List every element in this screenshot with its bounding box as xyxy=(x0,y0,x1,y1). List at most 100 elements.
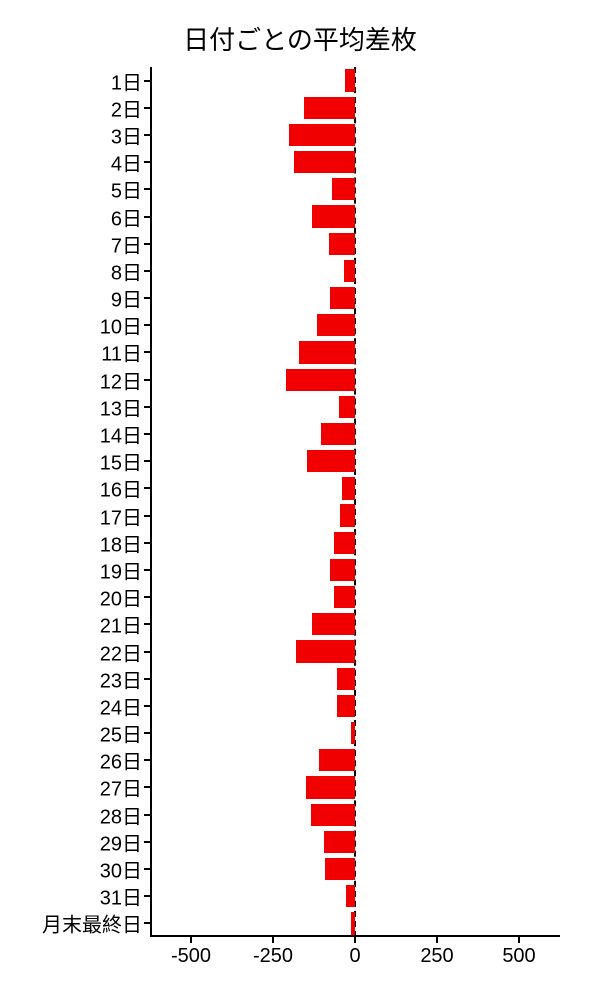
bar xyxy=(312,613,355,635)
x-tick xyxy=(272,937,274,943)
bar xyxy=(307,450,355,472)
bar xyxy=(351,722,355,744)
bar xyxy=(332,178,355,200)
bar xyxy=(334,532,355,554)
chart-title: 日付ごとの平均差枚 xyxy=(0,20,600,57)
bar xyxy=(345,69,355,91)
y-axis xyxy=(150,67,152,937)
y-tick xyxy=(144,786,150,788)
y-label: 23日 xyxy=(100,664,142,693)
bar xyxy=(299,341,355,363)
x-tick xyxy=(518,937,520,943)
y-label: 2日 xyxy=(111,93,142,122)
x-tick xyxy=(190,937,192,943)
y-tick xyxy=(144,243,150,245)
x-label: -250 xyxy=(253,945,293,968)
y-label: 27日 xyxy=(100,773,142,802)
y-label: 31日 xyxy=(100,882,142,911)
y-label: 10日 xyxy=(100,311,142,340)
y-label: 30日 xyxy=(100,855,142,884)
y-tick xyxy=(144,107,150,109)
chart-container: 日付ごとの平均差枚 1日2日3日4日5日6日7日8日9日10日11日12日13日… xyxy=(0,0,600,1000)
y-tick xyxy=(144,297,150,299)
y-tick xyxy=(144,216,150,218)
bar xyxy=(306,776,355,798)
bar xyxy=(334,586,355,608)
y-label: 26日 xyxy=(100,746,142,775)
y-label: 11日 xyxy=(101,338,142,367)
y-label: 9日 xyxy=(111,284,142,313)
plot-area: 1日2日3日4日5日6日7日8日9日10日11日12日13日14日15日16日1… xyxy=(150,67,560,937)
bar xyxy=(337,695,355,717)
y-label: 25日 xyxy=(100,719,142,748)
bar xyxy=(317,314,355,336)
y-tick xyxy=(144,80,150,82)
y-tick xyxy=(144,433,150,435)
y-tick xyxy=(144,596,150,598)
y-tick xyxy=(144,759,150,761)
bar xyxy=(321,423,355,445)
y-label: 16日 xyxy=(100,474,142,503)
y-tick xyxy=(144,188,150,190)
y-tick xyxy=(144,379,150,381)
y-tick xyxy=(144,542,150,544)
y-tick xyxy=(144,732,150,734)
x-label: 0 xyxy=(349,945,360,968)
y-tick xyxy=(144,460,150,462)
y-label: 29日 xyxy=(100,827,142,856)
x-label: 500 xyxy=(502,945,535,968)
y-tick xyxy=(144,515,150,517)
y-label: 22日 xyxy=(100,637,142,666)
bar xyxy=(294,151,355,173)
y-tick xyxy=(144,161,150,163)
y-label: 月末最終日 xyxy=(42,909,142,938)
y-label: 28日 xyxy=(100,800,142,829)
y-tick xyxy=(144,569,150,571)
y-label: 14日 xyxy=(100,420,142,449)
y-label: 1日 xyxy=(111,66,142,95)
y-tick xyxy=(144,814,150,816)
y-label: 15日 xyxy=(100,447,142,476)
y-label: 4日 xyxy=(111,148,142,177)
y-label: 12日 xyxy=(100,365,142,394)
y-label: 7日 xyxy=(111,229,142,258)
y-tick xyxy=(144,895,150,897)
y-tick xyxy=(144,623,150,625)
bar xyxy=(324,831,355,853)
x-tick xyxy=(436,937,438,943)
bar xyxy=(346,885,355,907)
y-tick xyxy=(144,134,150,136)
y-label: 13日 xyxy=(100,392,142,421)
y-label: 19日 xyxy=(100,555,142,584)
bar xyxy=(329,233,355,255)
y-label: 24日 xyxy=(100,691,142,720)
y-tick xyxy=(144,487,150,489)
y-label: 8日 xyxy=(111,256,142,285)
y-label: 18日 xyxy=(100,528,142,557)
bar xyxy=(289,124,355,146)
bar xyxy=(304,97,355,119)
x-tick xyxy=(354,937,356,943)
y-tick xyxy=(144,406,150,408)
bar xyxy=(312,205,355,227)
bar xyxy=(319,749,355,771)
bar xyxy=(330,287,355,309)
y-tick xyxy=(144,868,150,870)
bar xyxy=(340,504,355,526)
y-tick xyxy=(144,705,150,707)
bar xyxy=(342,477,355,499)
x-label: -500 xyxy=(171,945,211,968)
bar xyxy=(344,260,355,282)
bar xyxy=(337,668,355,690)
y-label: 21日 xyxy=(100,610,142,639)
y-label: 5日 xyxy=(111,175,142,204)
y-label: 17日 xyxy=(100,501,142,530)
bar xyxy=(296,640,355,662)
y-tick xyxy=(144,351,150,353)
bar xyxy=(330,559,355,581)
bar xyxy=(339,396,355,418)
y-tick xyxy=(144,841,150,843)
y-label: 3日 xyxy=(111,120,142,149)
y-tick xyxy=(144,270,150,272)
y-tick xyxy=(144,651,150,653)
